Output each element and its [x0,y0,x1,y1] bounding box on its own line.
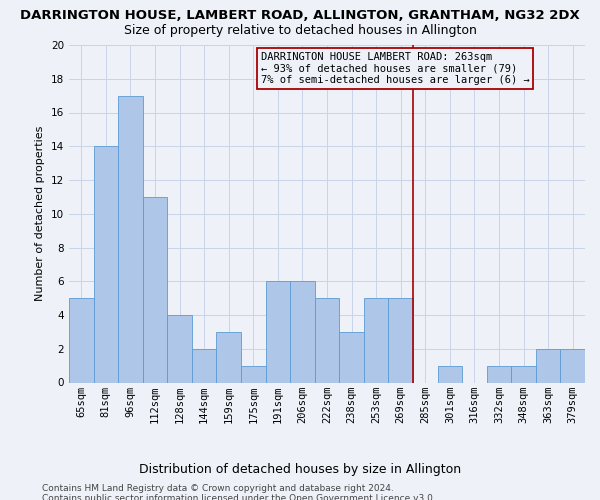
Bar [364,298,388,382]
Bar [560,349,585,382]
Text: DARRINGTON HOUSE, LAMBERT ROAD, ALLINGTON, GRANTHAM, NG32 2DX: DARRINGTON HOUSE, LAMBERT ROAD, ALLINGTO… [20,9,580,22]
Bar [69,298,94,382]
Text: Distribution of detached houses by size in Allington: Distribution of detached houses by size … [139,462,461,475]
Bar [511,366,536,382]
Bar [536,349,560,382]
Bar [290,281,315,382]
Bar [315,298,339,382]
Bar [143,197,167,382]
Bar [192,349,217,382]
Bar [437,366,462,382]
Bar [118,96,143,383]
Bar [339,332,364,382]
Bar [266,281,290,382]
Text: Size of property relative to detached houses in Allington: Size of property relative to detached ho… [124,24,476,37]
Text: Contains HM Land Registry data © Crown copyright and database right 2024.: Contains HM Land Registry data © Crown c… [42,484,394,493]
Bar [217,332,241,382]
Y-axis label: Number of detached properties: Number of detached properties [35,126,46,302]
Text: Contains public sector information licensed under the Open Government Licence v3: Contains public sector information licen… [42,494,436,500]
Text: DARRINGTON HOUSE LAMBERT ROAD: 263sqm
← 93% of detached houses are smaller (79)
: DARRINGTON HOUSE LAMBERT ROAD: 263sqm ← … [260,52,529,85]
Bar [167,315,192,382]
Bar [241,366,266,382]
Bar [94,146,118,382]
Bar [388,298,413,382]
Bar [487,366,511,382]
